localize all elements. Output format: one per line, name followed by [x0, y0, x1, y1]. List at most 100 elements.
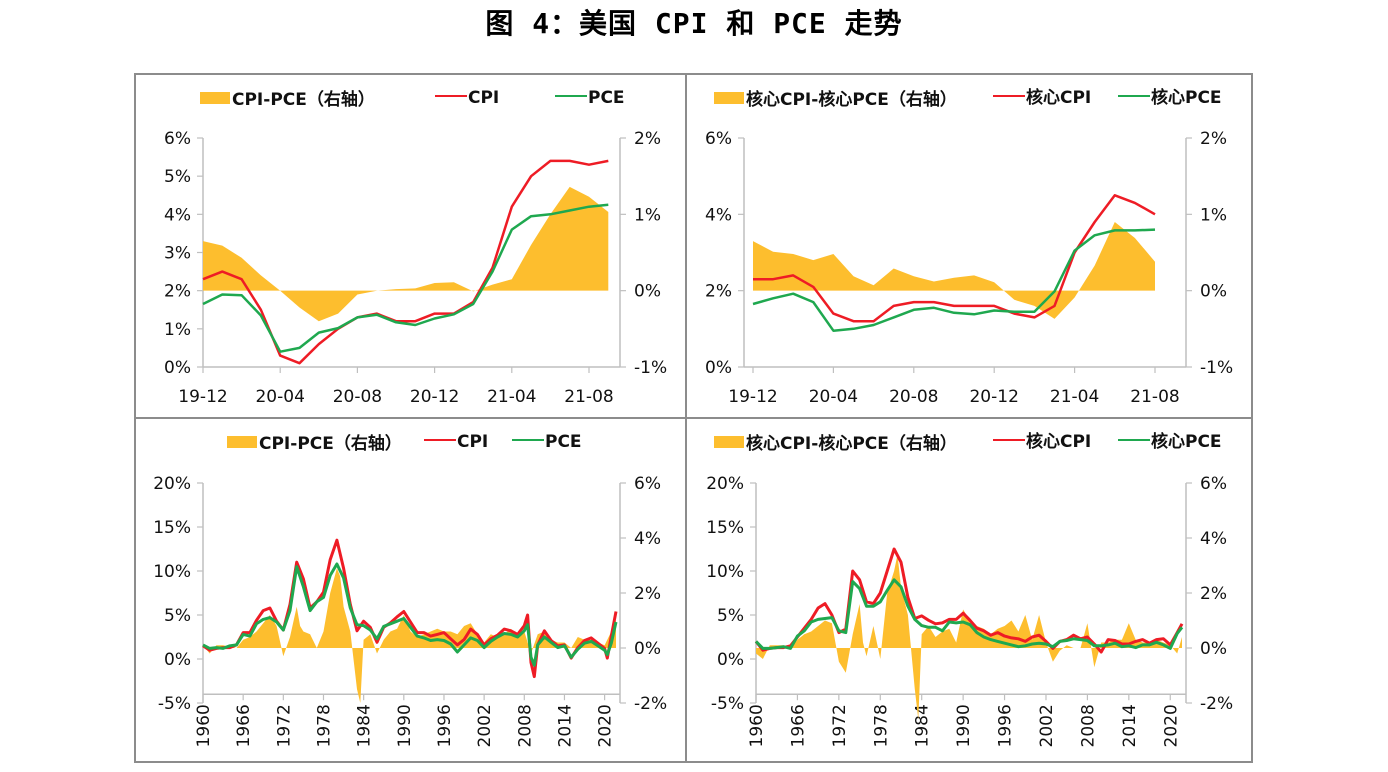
left-axis-tick-label: 20%	[706, 474, 744, 494]
left-axis-tick-label: 15%	[706, 518, 744, 538]
right-axis-tick-label: 2%	[1200, 129, 1227, 149]
x-axis-tick-label: 1984	[913, 704, 933, 747]
legend-label-cpi: 核心CPI	[1026, 87, 1091, 108]
series-line-pce	[202, 203, 609, 353]
x-axis-tick-label: 20-12	[969, 387, 1018, 407]
right-axis-tick-label: -1%	[634, 358, 667, 378]
legend-label-pce: PCE	[545, 432, 582, 452]
legend-swatch-diff	[200, 92, 230, 104]
left-axis-tick-label: 0%	[705, 358, 732, 378]
x-axis-tick-label: 1984	[355, 704, 375, 747]
left-axis-tick-label: 0%	[717, 650, 744, 670]
x-axis-tick-label: 1972	[830, 704, 850, 747]
x-axis-tick-label: 20-08	[889, 387, 938, 407]
series-area-diff	[753, 222, 1155, 319]
x-axis-tick-label: 2020	[596, 704, 616, 747]
x-axis-tick-label: 19-12	[178, 387, 227, 407]
legend-swatch-diff	[714, 436, 744, 448]
x-axis-tick-label: 1960	[747, 704, 767, 747]
left-axis-tick-label: 5%	[164, 606, 191, 626]
left-axis-tick-label: 4%	[705, 205, 732, 225]
x-axis-tick-label: 1990	[954, 704, 974, 747]
left-axis-tick-label: 0%	[164, 650, 191, 670]
right-axis-tick-label: 1%	[634, 205, 661, 225]
x-axis-tick-label: 21-04	[487, 387, 536, 407]
x-axis-tick-label: 21-08	[564, 387, 613, 407]
legend-label-diff: 核心CPI-核心PCE（右轴）	[746, 89, 957, 110]
x-axis-tick-label: 19-12	[728, 387, 777, 407]
right-axis-tick-label: 0%	[1200, 639, 1227, 659]
left-axis-tick-label: 2%	[705, 282, 732, 302]
legend-swatch-diff	[227, 436, 257, 448]
series-area-diff	[756, 554, 1182, 720]
x-axis-tick-label: 20-04	[255, 387, 304, 407]
legend-label-pce: PCE	[588, 88, 625, 108]
left-axis-tick-label: 6%	[164, 129, 191, 149]
legend-label-cpi: CPI	[468, 88, 499, 108]
legend-label-diff: CPI-PCE（右轴）	[232, 89, 375, 110]
x-axis-tick-label: 1972	[274, 704, 294, 747]
right-axis-tick-label: 0%	[634, 639, 661, 659]
right-axis-tick-label: 4%	[1200, 529, 1227, 549]
x-axis-tick-label: 2014	[555, 704, 575, 747]
right-axis-tick-label: 1%	[1200, 205, 1227, 225]
right-axis-tick-label: 6%	[1200, 474, 1227, 494]
right-axis-tick-label: -2%	[1200, 694, 1233, 714]
left-axis-tick-label: -5%	[158, 694, 191, 714]
x-axis-tick-label: 1978	[871, 704, 891, 747]
right-axis-tick-label: 6%	[634, 474, 661, 494]
x-axis-tick-label: 1978	[314, 704, 334, 747]
series-area-diff	[203, 568, 616, 703]
left-axis-tick-label: 3%	[164, 244, 191, 264]
right-axis-tick-label: -2%	[634, 694, 667, 714]
left-axis-tick-label: -5%	[711, 694, 744, 714]
x-axis-tick-label: 2020	[1161, 704, 1181, 747]
figure-title: 图 4：美国 CPI 和 PCE 走势	[485, 7, 903, 40]
x-axis-tick-label: 1960	[194, 704, 214, 747]
x-axis-tick-label: 21-04	[1050, 387, 1099, 407]
series-line-pce	[202, 562, 618, 667]
left-axis-tick-label: 15%	[153, 518, 191, 538]
left-axis-tick-label: 20%	[153, 474, 191, 494]
x-axis-tick-label: 21-08	[1130, 387, 1179, 407]
right-axis-tick-label: 2%	[1200, 584, 1227, 604]
x-axis-tick-label: 1996	[435, 704, 455, 747]
right-axis-tick-label: -1%	[1200, 358, 1233, 378]
left-axis-tick-label: 0%	[164, 358, 191, 378]
x-axis-tick-label: 2002	[1037, 704, 1057, 747]
x-axis-tick-label: 1966	[234, 704, 254, 747]
x-axis-tick-label: 2008	[1078, 704, 1098, 747]
x-axis-tick-label: 1990	[395, 704, 415, 747]
panel-frame-bottom-right	[685, 417, 1253, 763]
x-axis-tick-label: 2014	[1120, 704, 1140, 747]
left-axis-tick-label: 6%	[705, 129, 732, 149]
right-axis-tick-label: 0%	[1200, 282, 1227, 302]
right-axis-tick-label: 2%	[634, 584, 661, 604]
left-axis-tick-label: 1%	[164, 320, 191, 340]
left-axis-tick-label: 2%	[164, 282, 191, 302]
legend-label-cpi: 核心CPI	[1026, 431, 1091, 452]
legend-label-pce: 核心PCE	[1151, 87, 1222, 108]
x-axis-tick-label: 1966	[788, 704, 808, 747]
x-axis-tick-label: 20-12	[410, 387, 459, 407]
left-axis-tick-label: 5%	[717, 606, 744, 626]
x-axis-tick-label: 1996	[996, 704, 1016, 747]
legend-label-diff: 核心CPI-核心PCE（右轴）	[746, 433, 957, 454]
right-axis-tick-label: 0%	[634, 282, 661, 302]
x-axis-tick-label: 20-08	[333, 387, 382, 407]
legend-swatch-diff	[714, 92, 744, 104]
left-axis-tick-label: 5%	[164, 167, 191, 187]
x-axis-tick-label: 2008	[515, 704, 535, 747]
legend-label-cpi: CPI	[457, 432, 488, 452]
left-axis-tick-label: 10%	[706, 562, 744, 582]
x-axis-tick-label: 20-04	[809, 387, 858, 407]
x-axis-tick-label: 2002	[475, 704, 495, 747]
left-axis-tick-label: 10%	[153, 562, 191, 582]
legend-label-diff: CPI-PCE（右轴）	[259, 433, 402, 454]
series-area-diff	[203, 186, 609, 322]
left-axis-tick-label: 4%	[164, 205, 191, 225]
